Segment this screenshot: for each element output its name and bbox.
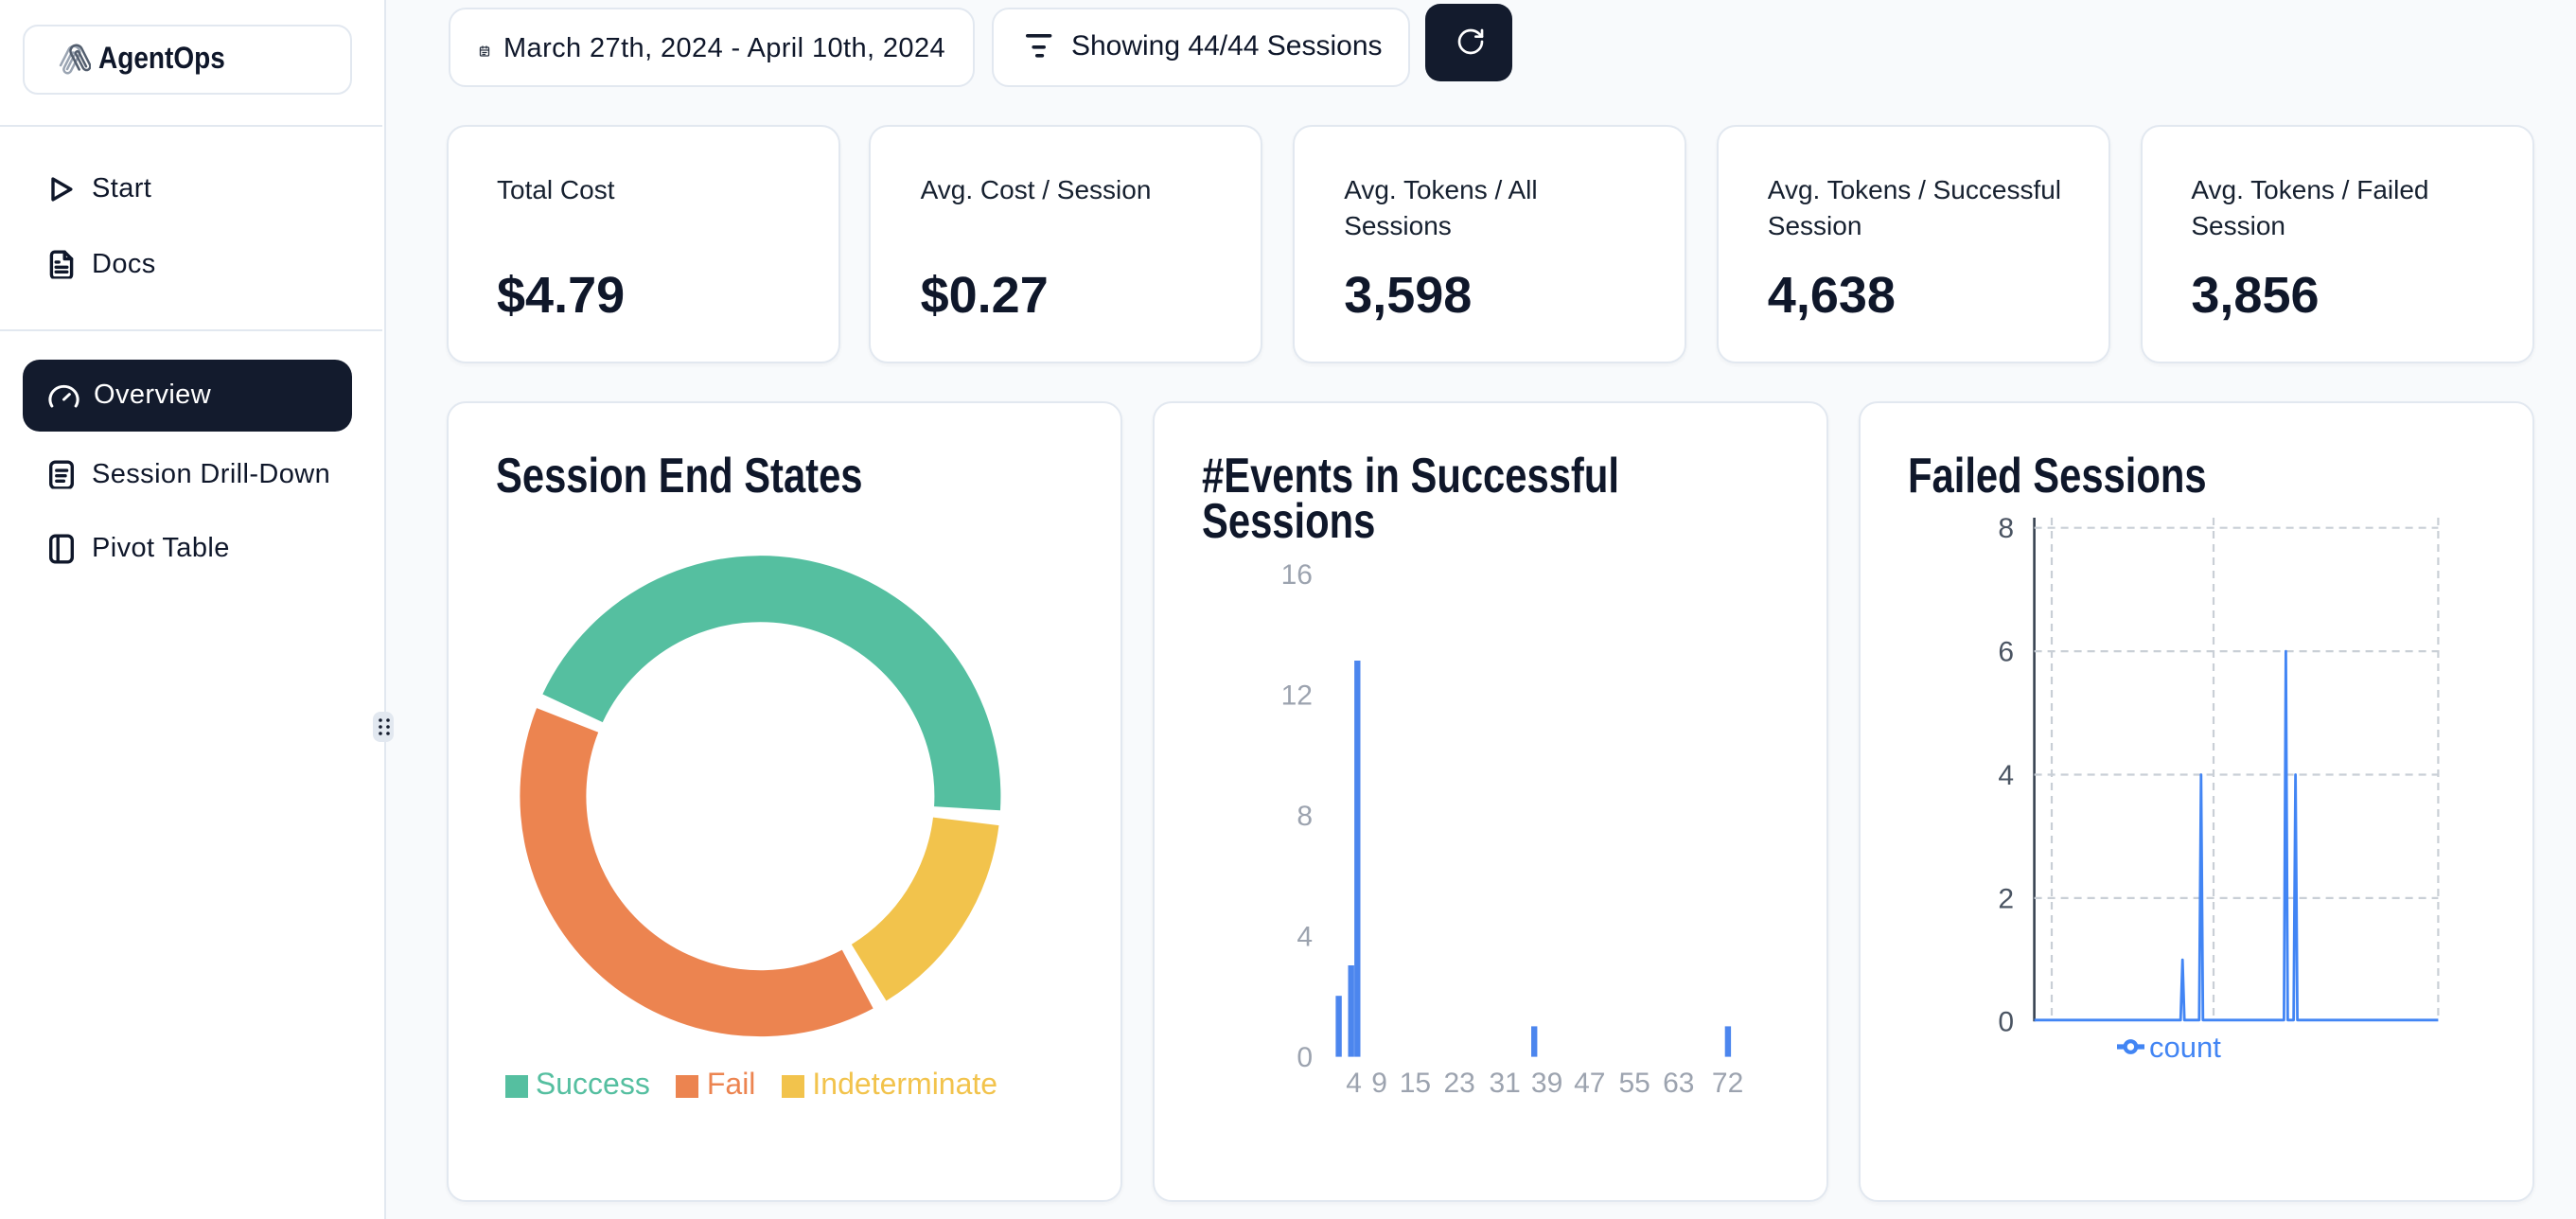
svg-text:4: 4 (1997, 760, 2013, 791)
svg-text:0: 0 (1997, 1007, 2013, 1038)
svg-text:8: 8 (1997, 513, 2013, 544)
svg-text:31: 31 (1489, 1068, 1520, 1099)
svg-text:0: 0 (1296, 1042, 1312, 1073)
svg-text:47: 47 (1573, 1068, 1604, 1099)
svg-text:6: 6 (1997, 637, 2013, 668)
svg-text:4: 4 (1296, 922, 1312, 953)
svg-text:15: 15 (1399, 1068, 1430, 1099)
svg-text:39: 39 (1530, 1068, 1561, 1099)
svg-text:23: 23 (1443, 1068, 1474, 1099)
svg-text:2: 2 (1997, 883, 2013, 914)
svg-text:55: 55 (1618, 1068, 1650, 1099)
svg-text:16: 16 (1280, 559, 1312, 591)
svg-text:count: count (2148, 1031, 2220, 1064)
svg-text:12: 12 (1280, 680, 1312, 711)
svg-text:72: 72 (1711, 1068, 1742, 1099)
svg-text:63: 63 (1662, 1068, 1693, 1099)
svg-text:8: 8 (1296, 801, 1312, 832)
svg-text:4: 4 (1345, 1068, 1361, 1099)
svg-text:9: 9 (1370, 1068, 1386, 1099)
